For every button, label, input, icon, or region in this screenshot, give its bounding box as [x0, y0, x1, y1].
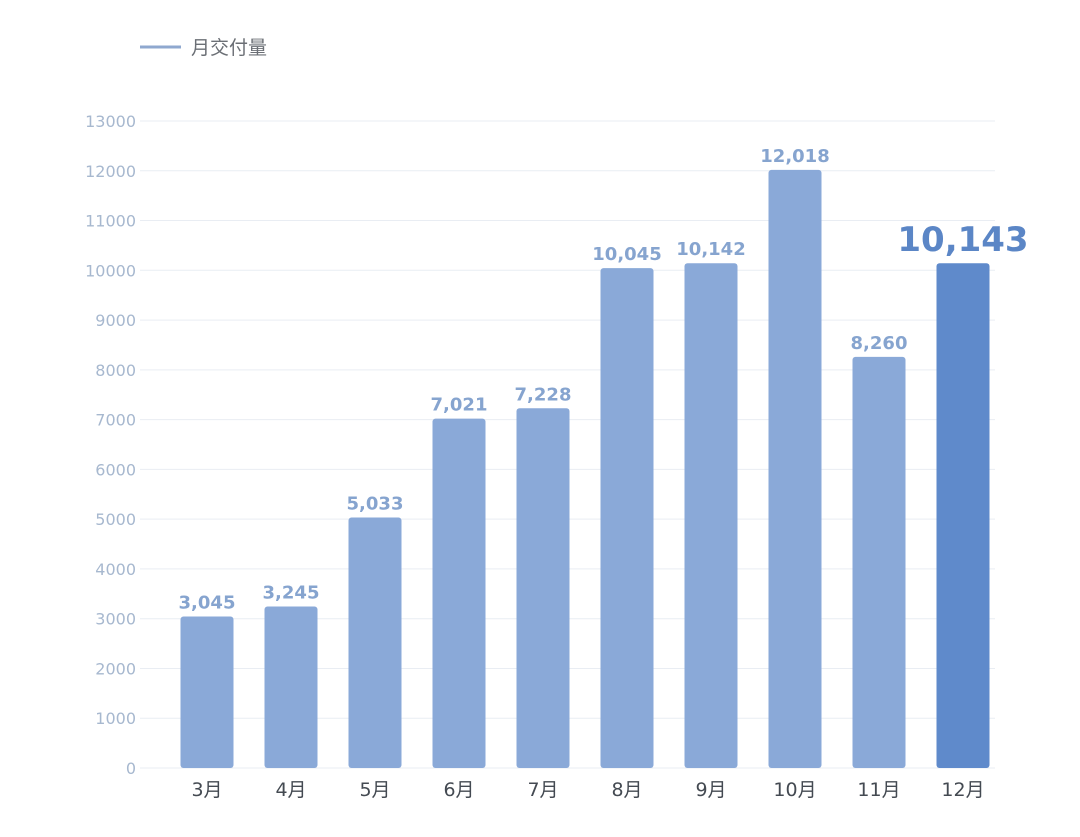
bar: [348, 517, 402, 768]
x-tick-label: 4月: [275, 779, 306, 801]
y-tick-label: 10000: [85, 261, 136, 280]
bar: [684, 263, 738, 768]
bar-value-label: 7,021: [431, 395, 488, 416]
bar-value-label: 10,142: [676, 239, 745, 260]
y-tick-label: 13000: [85, 112, 136, 131]
x-tick-label: 3月: [191, 779, 222, 801]
x-tick-label: 6月: [443, 779, 474, 801]
bar: [180, 616, 234, 768]
x-tick-label: 11月: [857, 779, 900, 801]
bar-value-label: 12,018: [760, 146, 829, 167]
bar-value-label: 3,245: [263, 582, 320, 603]
bar-value-label: 10,045: [592, 244, 661, 265]
bar-value-label: 3,045: [179, 592, 236, 613]
y-tick-label: 8000: [95, 361, 136, 380]
y-tick-label: 12000: [85, 162, 136, 181]
y-tick-label: 7000: [95, 411, 136, 430]
bar: [600, 268, 654, 768]
bar: [264, 606, 318, 768]
bar: [432, 418, 486, 768]
bar-value-label: 10,143: [897, 220, 1028, 260]
x-tick-label: 7月: [527, 779, 558, 801]
bars: [180, 169, 990, 768]
legend-label: 月交付量: [191, 37, 267, 59]
legend: 月交付量: [140, 37, 267, 59]
bar-value-label: 5,033: [347, 494, 404, 515]
x-tick-label: 8月: [611, 779, 642, 801]
data-labels: 3,045 3,245 5,033 7,021 7,228 10,045 10,142 12,…: [179, 146, 1029, 614]
y-tick-label: 2000: [95, 659, 136, 678]
y-tick-label: 1000: [95, 709, 136, 728]
bar: [936, 263, 990, 768]
y-axis: 0 1000 2000 3000 4000 5000 6000 7000 8000 9000 100…: [85, 112, 136, 778]
x-axis: 3月 4月 5月 6月 7月 8月 9月 10月 11月 12月: [191, 779, 984, 801]
x-tick-label: 9月: [695, 779, 726, 801]
y-tick-label: 9000: [95, 311, 136, 330]
bar-value-label: 8,260: [851, 333, 908, 354]
y-tick-label: 0: [126, 759, 136, 778]
x-tick-label: 12月: [941, 779, 984, 801]
bar: [768, 169, 822, 768]
y-tick-label: 11000: [85, 212, 136, 231]
x-tick-label: 10月: [773, 779, 816, 801]
y-tick-label: 3000: [95, 610, 136, 629]
y-tick-label: 5000: [95, 510, 136, 529]
bar: [852, 356, 906, 768]
y-tick-label: 6000: [95, 460, 136, 479]
bar-value-label: 7,228: [515, 384, 572, 405]
bar: [516, 408, 570, 768]
y-tick-label: 4000: [95, 560, 136, 579]
x-tick-label: 5月: [359, 779, 390, 801]
